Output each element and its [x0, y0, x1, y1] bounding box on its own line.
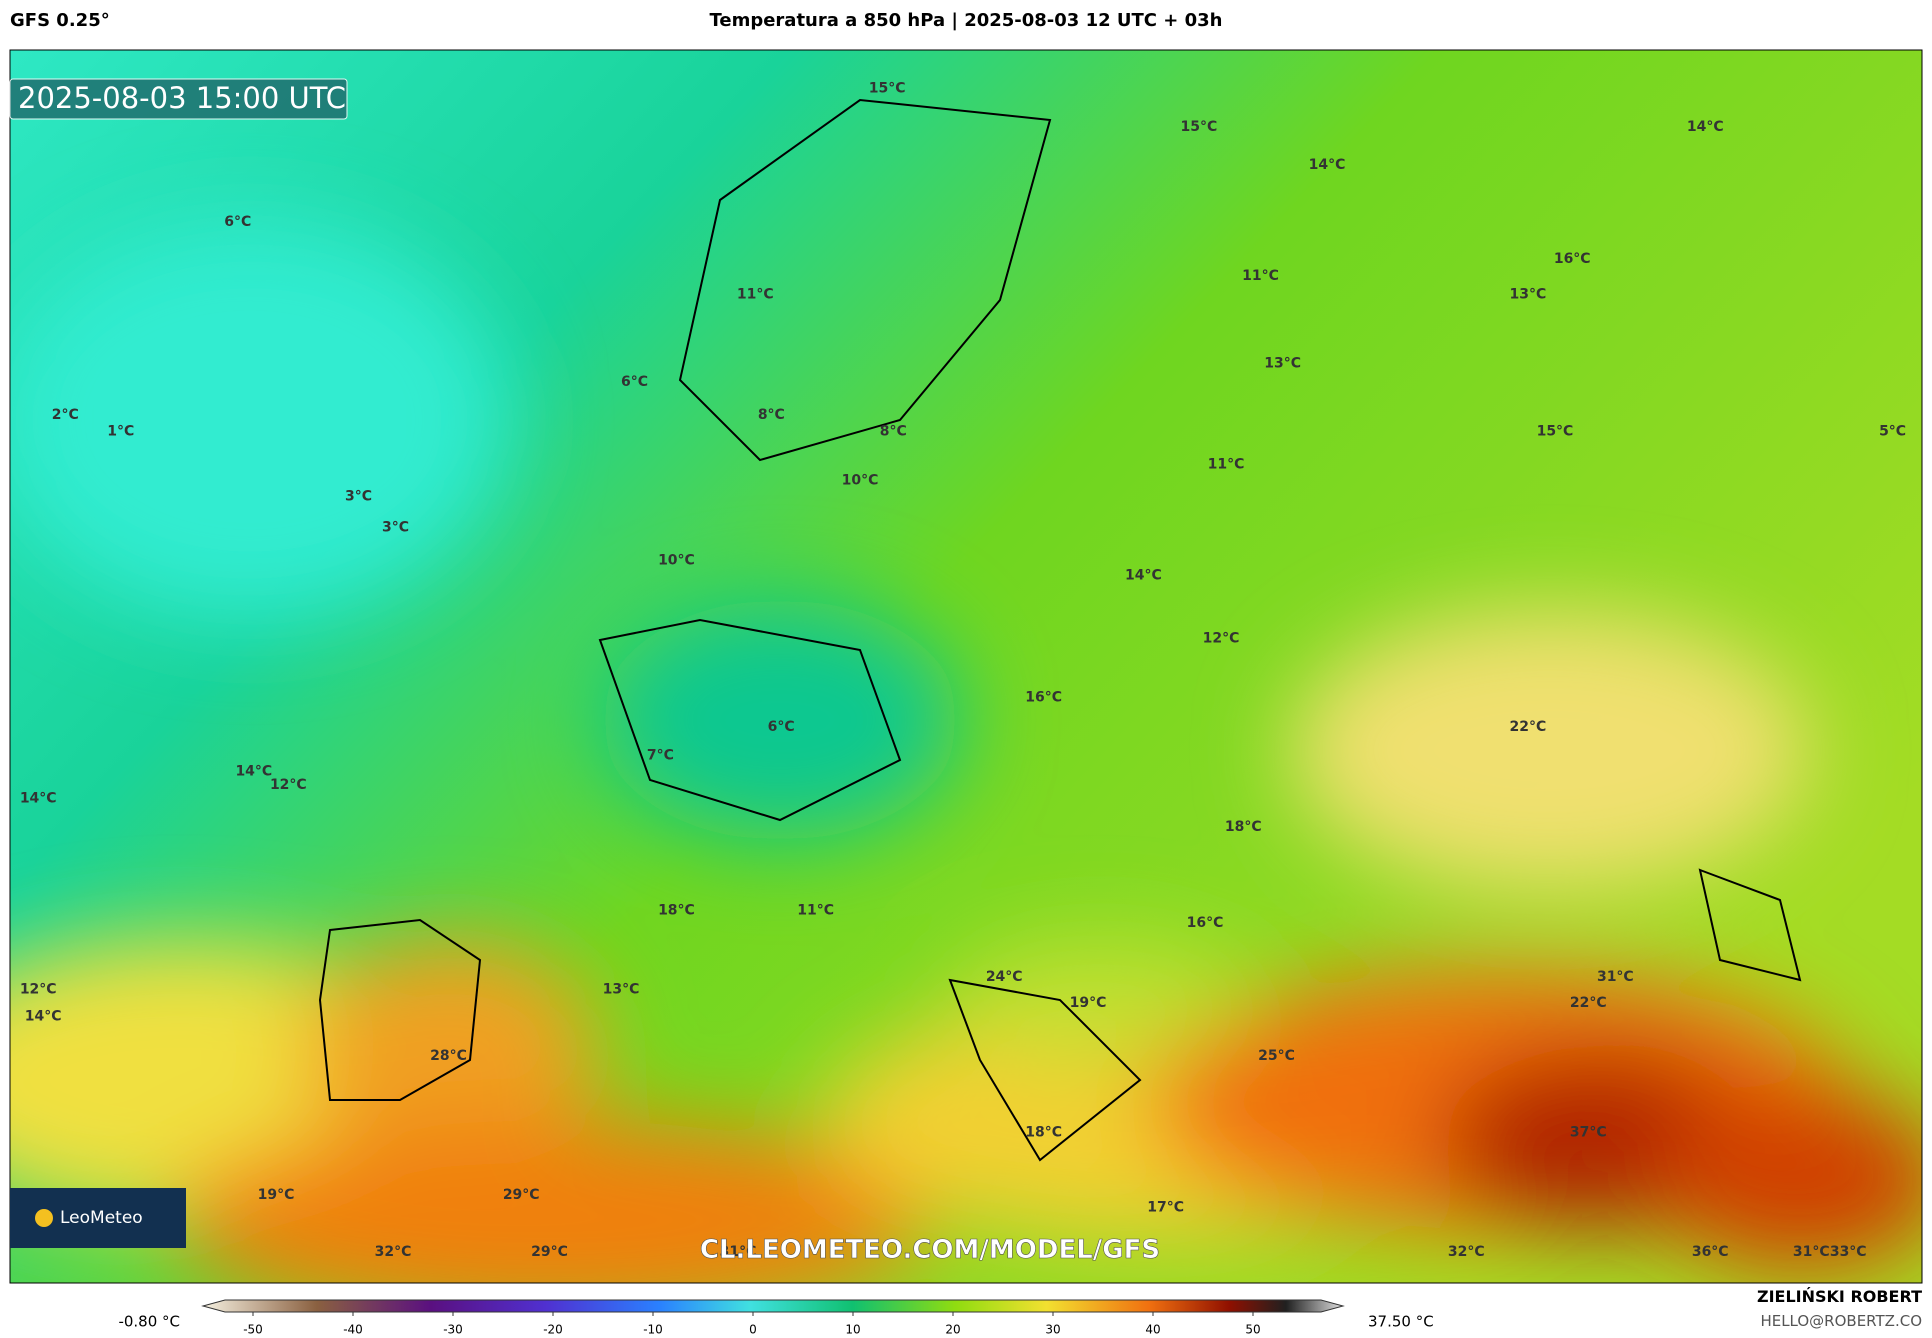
temperature-label: 31°C	[720, 1244, 757, 1260]
temperature-label: 13°C	[603, 981, 640, 997]
colorbar-tick-label: 10	[845, 1323, 860, 1337]
temperature-label: 18°C	[1025, 1124, 1062, 1140]
temperature-label: 18°C	[1225, 819, 1262, 835]
temperature-label: 13°C	[1264, 355, 1301, 371]
colorbar-tick-label: 0	[749, 1323, 757, 1337]
temperature-label: 13°C	[1509, 286, 1546, 302]
temperature-label: 1°C	[107, 423, 134, 439]
colorbar-tick-label: -50	[243, 1323, 263, 1337]
temperature-label: 32°C	[1448, 1244, 1485, 1260]
colorbar-tick-label: -10	[643, 1323, 663, 1337]
temperature-label: 3°C	[382, 519, 409, 535]
temperature-label: 6°C	[621, 374, 648, 390]
temperature-label: 12°C	[270, 777, 307, 793]
temperature-label: 11°C	[737, 286, 774, 302]
temperature-label: 6°C	[768, 719, 795, 735]
temperature-label: 24°C	[986, 969, 1023, 985]
temperature-label: 32°C	[375, 1244, 412, 1260]
model-name: GFS 0.25°	[10, 10, 110, 31]
temperature-label: 17°C	[1147, 1200, 1184, 1216]
temperature-label: 12°C	[1203, 630, 1240, 646]
temperature-label: 7°C	[647, 747, 674, 763]
email: HELLO@ROBERTZ.CO	[1760, 1312, 1922, 1330]
map-title: Temperatura a 850 hPa | 2025-08-03 12 UT…	[709, 10, 1222, 31]
temperature-label: 31°C	[1597, 969, 1634, 985]
temperature-label: 15°C	[1537, 423, 1574, 439]
temperature-label: 19°C	[258, 1187, 295, 1203]
temperature-label: 3°C	[345, 489, 372, 505]
logo: LeoMeteo	[60, 1208, 143, 1228]
temperature-label: 8°C	[758, 407, 785, 423]
colorbar-tick-label: -20	[543, 1323, 563, 1337]
temperature-label: 22°C	[1509, 719, 1546, 735]
colorbar-min: -0.80 °C	[118, 1313, 180, 1331]
temperature-label: 14°C	[20, 790, 57, 806]
temperature-label: 8°C	[880, 423, 907, 439]
temperature-label: 11°C	[797, 903, 834, 919]
temperature-label: 2°C	[52, 407, 79, 423]
temperature-label: 16°C	[1187, 915, 1224, 931]
colorbar-max: 37.50 °C	[1368, 1313, 1434, 1331]
temperature-label: 6°C	[224, 214, 251, 230]
temperature-label: 16°C	[1554, 251, 1591, 267]
colorbar-tick-label: 40	[1145, 1323, 1160, 1337]
author: ZIELIŃSKI ROBERT	[1757, 1287, 1922, 1306]
temperature-label: 14°C	[235, 763, 272, 779]
colorbar-tick-label: 50	[1245, 1323, 1260, 1337]
temperature-label: 18°C	[658, 903, 695, 919]
temperature-label: 15°C	[1180, 119, 1217, 135]
timestamp: 2025-08-03 15:00 UTC	[18, 81, 346, 115]
temperature-label: 14°C	[25, 1009, 62, 1025]
temperature-label: 22°C	[1570, 995, 1607, 1011]
watermark: CL.LEOMETEO.COM/MODEL/GFS	[700, 1235, 1160, 1265]
temperature-label: 10°C	[658, 553, 695, 569]
temperature-label: 14°C	[1309, 157, 1346, 173]
temperature-label: 29°C	[531, 1244, 568, 1260]
temperature-label: 14°C	[1125, 567, 1162, 583]
temperature-label: 36°C	[1692, 1244, 1729, 1260]
temperature-label: 33°C	[1830, 1244, 1867, 1260]
colorbar-tick-label: 20	[945, 1323, 960, 1337]
colorbar	[201, 1299, 1345, 1313]
temperature-label: 11°C	[1242, 268, 1279, 284]
temperature-field	[10, 50, 1922, 1283]
temperature-label: 16°C	[1025, 689, 1062, 705]
temperature-label: 15°C	[869, 81, 906, 97]
colorbar-tick-label: -40	[343, 1323, 363, 1337]
temperature-label: 12°C	[20, 981, 57, 997]
colorbar-tick-label: -30	[443, 1323, 463, 1337]
temperature-label: 19°C	[1070, 995, 1107, 1011]
temperature-label: 10°C	[842, 473, 879, 489]
temperature-label: 14°C	[1687, 119, 1724, 135]
temperature-label: 37°C	[1570, 1124, 1607, 1140]
temperature-label: 5°C	[1879, 423, 1906, 439]
temperature-label: 25°C	[1258, 1048, 1295, 1064]
colorbar-tick-label: 30	[1045, 1323, 1060, 1337]
temperature-label: 31°C	[1793, 1244, 1830, 1260]
temperature-label: 11°C	[1208, 457, 1245, 473]
temperature-label: 28°C	[430, 1048, 467, 1064]
temperature-label: 29°C	[503, 1187, 540, 1203]
